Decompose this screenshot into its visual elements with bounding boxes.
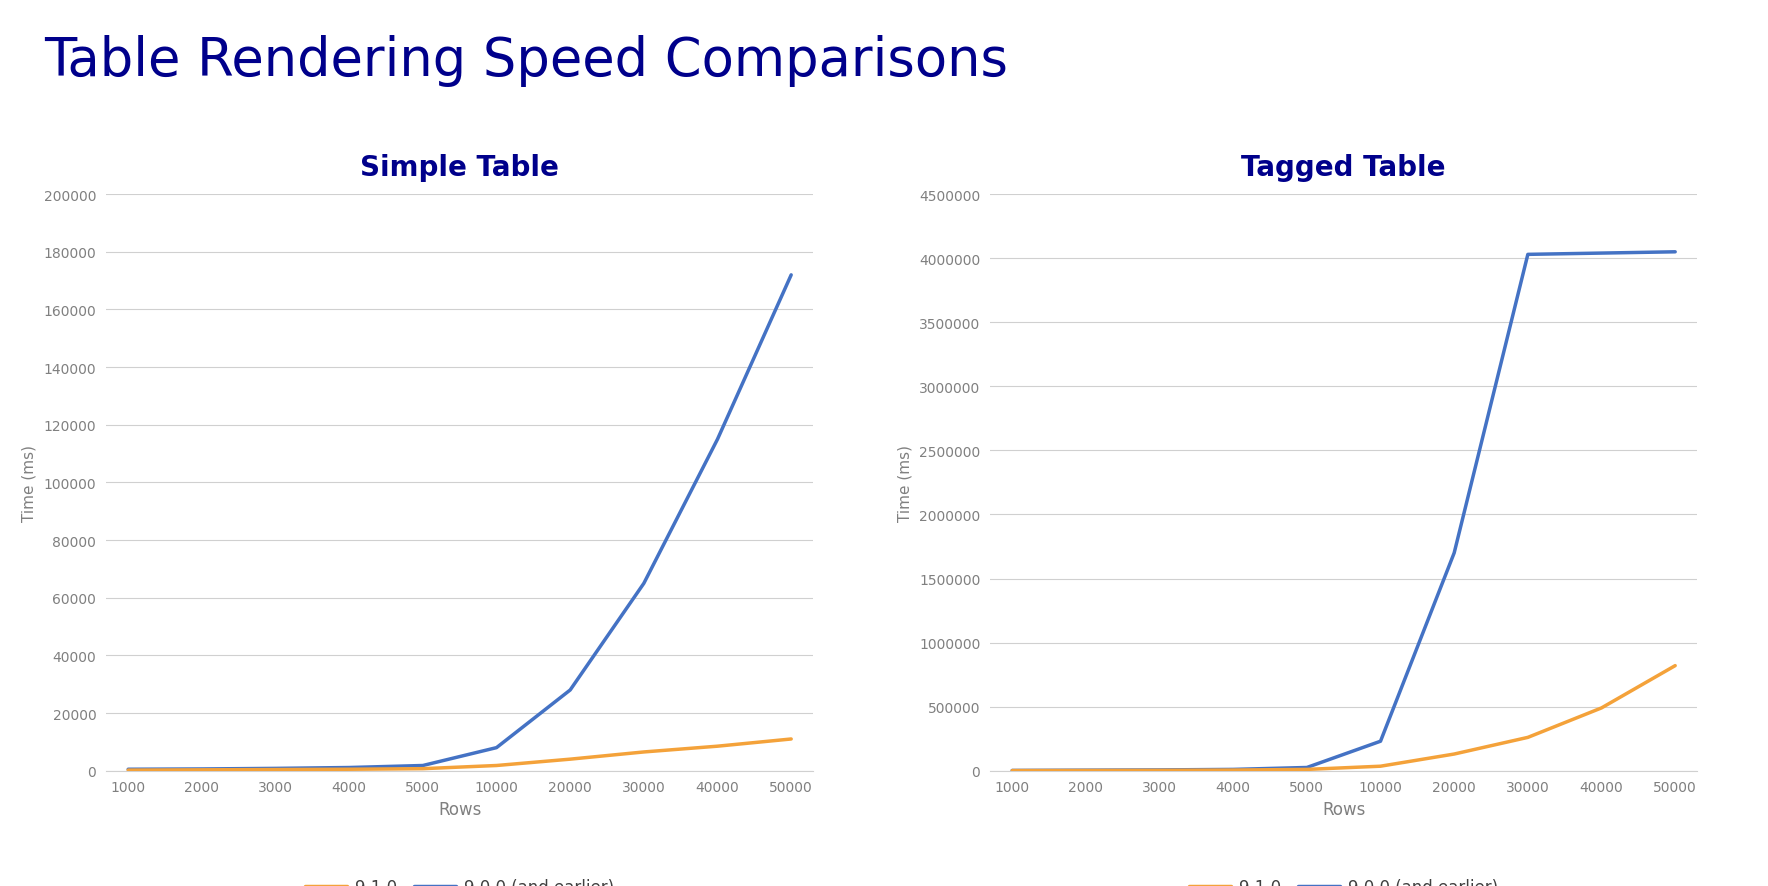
Line: 9.1.0: 9.1.0 <box>1013 666 1676 771</box>
9.1.0 <box>1223 765 1245 775</box>
Y-axis label: Time (ms): Time (ms) <box>896 445 912 521</box>
Legend: 9.1.0, 9.0.0 (and earlier): 9.1.0, 9.0.0 (and earlier) <box>299 871 621 886</box>
9.1.0 <box>633 747 654 758</box>
9.0.0 (and earlier) <box>1296 762 1317 773</box>
9.0.0 (and earlier) <box>117 764 140 774</box>
9.0.0 (and earlier) <box>1002 766 1024 776</box>
9.0.0 (and earlier) <box>633 579 654 589</box>
9.0.0 (and earlier) <box>412 760 433 771</box>
9.1.0 <box>1075 766 1096 776</box>
9.1.0 <box>486 760 507 771</box>
9.1.0 <box>1296 765 1317 775</box>
9.0.0 (and earlier) <box>1444 548 1466 558</box>
9.0.0 (and earlier) <box>339 762 361 773</box>
9.1.0 <box>1002 766 1024 776</box>
9.1.0 <box>412 764 433 774</box>
9.0.0 (and earlier) <box>1370 736 1391 747</box>
9.1.0 <box>707 741 728 751</box>
9.0.0 (and earlier) <box>781 270 803 281</box>
9.0.0 (and earlier) <box>1075 765 1096 775</box>
Title: Tagged Table: Tagged Table <box>1241 153 1446 182</box>
9.1.0 <box>1591 703 1612 713</box>
9.1.0 <box>265 765 286 775</box>
9.0.0 (and earlier) <box>1665 247 1687 258</box>
9.1.0 <box>781 734 803 744</box>
9.0.0 (and earlier) <box>1223 765 1245 775</box>
9.1.0 <box>1665 661 1687 672</box>
9.0.0 (and earlier) <box>265 763 286 773</box>
Line: 9.1.0: 9.1.0 <box>129 739 792 770</box>
Line: 9.0.0 (and earlier): 9.0.0 (and earlier) <box>1013 253 1676 771</box>
9.1.0 <box>1444 749 1466 759</box>
9.0.0 (and earlier) <box>707 434 728 445</box>
9.1.0 <box>339 764 361 774</box>
X-axis label: Rows: Rows <box>438 800 481 818</box>
Title: Simple Table: Simple Table <box>361 153 559 182</box>
9.0.0 (and earlier) <box>486 742 507 753</box>
X-axis label: Rows: Rows <box>1322 800 1365 818</box>
Text: Table Rendering Speed Comparisons: Table Rendering Speed Comparisons <box>44 35 1008 88</box>
9.1.0 <box>560 754 582 765</box>
9.1.0 <box>1517 732 1538 742</box>
9.0.0 (and earlier) <box>1149 765 1170 775</box>
9.1.0 <box>1370 761 1391 772</box>
Line: 9.0.0 (and earlier): 9.0.0 (and earlier) <box>129 276 792 769</box>
9.0.0 (and earlier) <box>1517 250 1538 260</box>
9.1.0 <box>1149 766 1170 776</box>
9.0.0 (and earlier) <box>191 764 212 774</box>
Y-axis label: Time (ms): Time (ms) <box>21 445 37 521</box>
9.1.0 <box>191 765 212 775</box>
9.0.0 (and earlier) <box>560 685 582 696</box>
9.0.0 (and earlier) <box>1591 248 1612 259</box>
9.1.0 <box>117 765 140 775</box>
Legend: 9.1.0, 9.0.0 (and earlier): 9.1.0, 9.0.0 (and earlier) <box>1183 871 1505 886</box>
